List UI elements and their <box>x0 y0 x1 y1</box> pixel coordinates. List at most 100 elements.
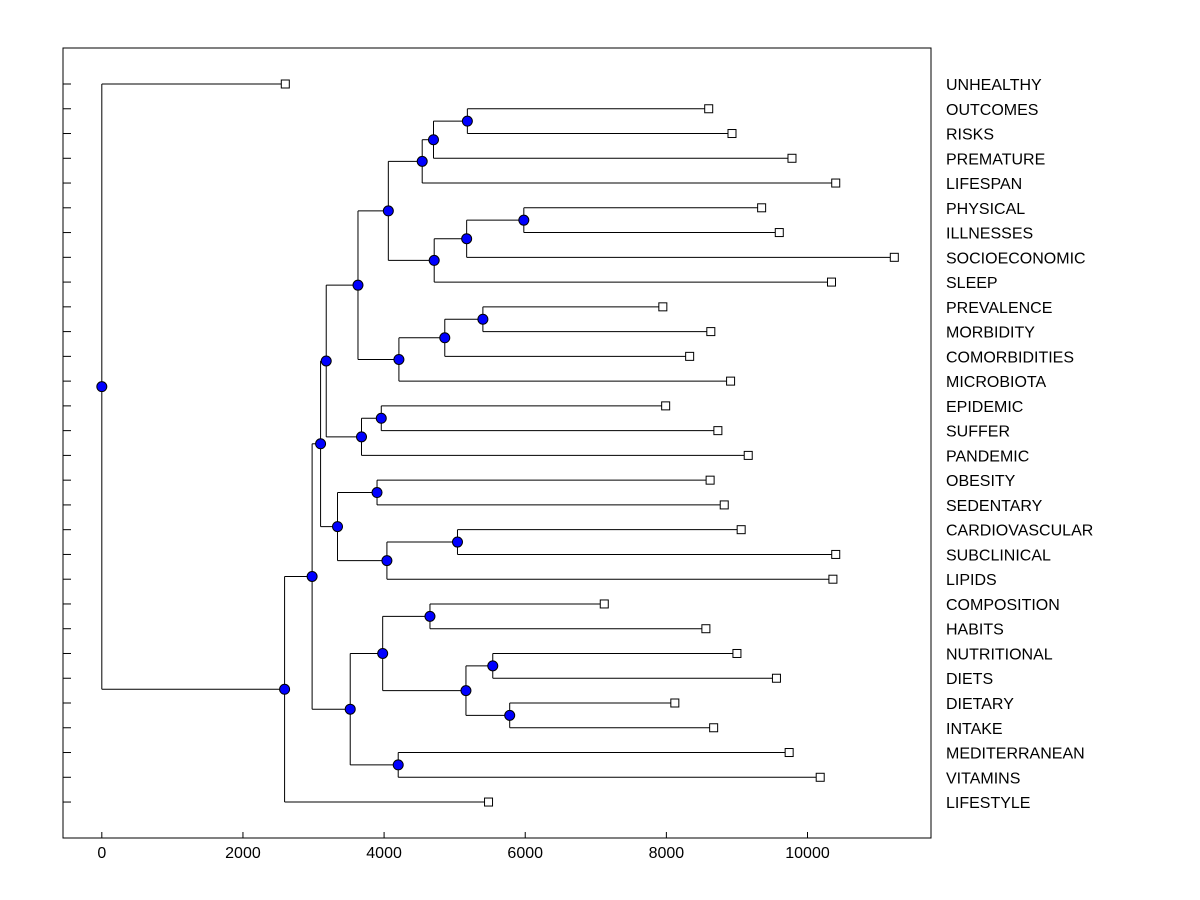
merge-node <box>96 381 108 393</box>
leaf-marker <box>704 104 714 114</box>
leaf-label: SUBCLINICAL <box>946 547 1051 564</box>
leaf-label: COMORBIDITIES <box>946 349 1074 366</box>
merge-node <box>460 685 472 697</box>
merge-node <box>439 332 451 344</box>
leaf-labels: UNHEALTHY OUTCOMES RISKS PREMATURE LIFESPAN P… <box>946 77 1093 812</box>
leaf-label: UNHEALTHY <box>946 77 1042 94</box>
merge-node <box>320 355 332 367</box>
leaf-label: OBESITY <box>946 473 1016 490</box>
leaf-marker <box>670 698 680 708</box>
leaf-label: MEDITERRANEAN <box>946 746 1085 763</box>
leaf-label: PREMATURE <box>946 151 1045 168</box>
leaf-marker <box>826 277 836 287</box>
leaf-label: MICROBIOTA <box>946 374 1046 391</box>
merge-node <box>393 353 405 365</box>
leaf-label: VITAMINS <box>946 770 1020 787</box>
x-tick-label: 4000 <box>366 845 402 862</box>
leaf-marker <box>831 178 841 188</box>
leaf-marker <box>719 500 729 510</box>
leaf-label: MORBIDITY <box>946 325 1035 342</box>
leaf-marker <box>787 153 797 163</box>
leaf-label: EPIDEMIC <box>946 399 1023 416</box>
leaf-label: LIPIDS <box>946 572 997 589</box>
leaf-label: INTAKE <box>946 721 1003 738</box>
leaf-label: LIFESPAN <box>946 176 1022 193</box>
leaf-marker <box>774 228 784 238</box>
merge-node <box>381 555 393 567</box>
leaf-label: LIFESTYLE <box>946 795 1030 812</box>
merge-node <box>315 438 327 450</box>
leaf-label: PANDEMIC <box>946 448 1029 465</box>
x-tick-label: 0 <box>97 845 106 862</box>
merge-node <box>461 115 473 127</box>
merge-nodes <box>96 115 530 771</box>
leaf-marker <box>727 129 737 139</box>
merge-node <box>279 683 291 695</box>
leaf-label: PREVALENCE <box>946 300 1052 317</box>
leaf-label: SEDENTARY <box>946 498 1043 515</box>
merge-node <box>427 134 439 146</box>
merge-node <box>392 759 404 771</box>
merge-node <box>428 254 440 266</box>
y-axis-ticks <box>63 83 71 803</box>
merge-node <box>518 214 530 226</box>
leaf-marker <box>706 327 716 337</box>
leaf-marker <box>726 376 736 386</box>
merge-node <box>377 647 389 659</box>
merge-node <box>504 709 516 721</box>
merge-node <box>382 205 394 217</box>
leaf-marker <box>757 203 767 213</box>
leaf-label: DIETARY <box>946 696 1014 713</box>
merge-node <box>352 279 364 291</box>
leaf-label: RISKS <box>946 127 994 144</box>
leaf-marker <box>743 450 753 460</box>
leaf-label: COMPOSITION <box>946 597 1060 614</box>
leaf-marker <box>889 252 899 262</box>
leaf-label: OUTCOMES <box>946 102 1038 119</box>
x-tick-label: 8000 <box>649 845 685 862</box>
merge-node <box>461 233 473 245</box>
leaf-marker <box>732 648 742 658</box>
leaf-label: DIETS <box>946 671 993 688</box>
merge-node <box>371 487 383 499</box>
leaf-marker <box>280 79 290 89</box>
leaf-label: HABITS <box>946 622 1004 639</box>
leaf-label: SLEEP <box>946 275 998 292</box>
leaf-marker <box>736 525 746 535</box>
leaf-marker <box>661 401 671 411</box>
leaf-marker <box>484 797 494 807</box>
leaf-label: NUTRITIONAL <box>946 646 1053 663</box>
leaf-marker <box>713 426 723 436</box>
plot-frame <box>62 47 932 839</box>
leaf-marker <box>705 475 715 485</box>
leaf-marker <box>831 549 841 559</box>
merge-node <box>375 412 387 424</box>
merge-node <box>424 610 436 622</box>
leaf-marker <box>658 302 668 312</box>
leaf-label: SOCIOECONOMIC <box>946 250 1086 267</box>
merge-node <box>332 521 344 533</box>
x-tick-label: 10000 <box>785 845 830 862</box>
leaf-label: CARDIOVASCULAR <box>946 523 1093 540</box>
merge-node <box>344 703 356 715</box>
leaf-marker <box>815 772 825 782</box>
leaf-label: ILLNESSES <box>946 226 1033 243</box>
merge-node <box>356 431 368 443</box>
leaf-label: PHYSICAL <box>946 201 1025 218</box>
merge-node <box>306 570 318 582</box>
leaf-marker <box>709 723 719 733</box>
leaf-marker <box>771 673 781 683</box>
x-axis: 0 2000 4000 6000 8000 10000 <box>97 832 830 862</box>
leaf-marker <box>828 574 838 584</box>
leaf-marker <box>784 748 794 758</box>
merge-node <box>451 536 463 548</box>
merge-node <box>477 313 489 325</box>
leaf-marker <box>685 351 695 361</box>
leaf-marker <box>701 624 711 634</box>
leaf-marker <box>599 599 609 609</box>
leaf-label: SUFFER <box>946 424 1010 441</box>
x-tick-label: 2000 <box>225 845 261 862</box>
leaf-markers <box>280 79 899 807</box>
merge-node <box>487 660 499 672</box>
